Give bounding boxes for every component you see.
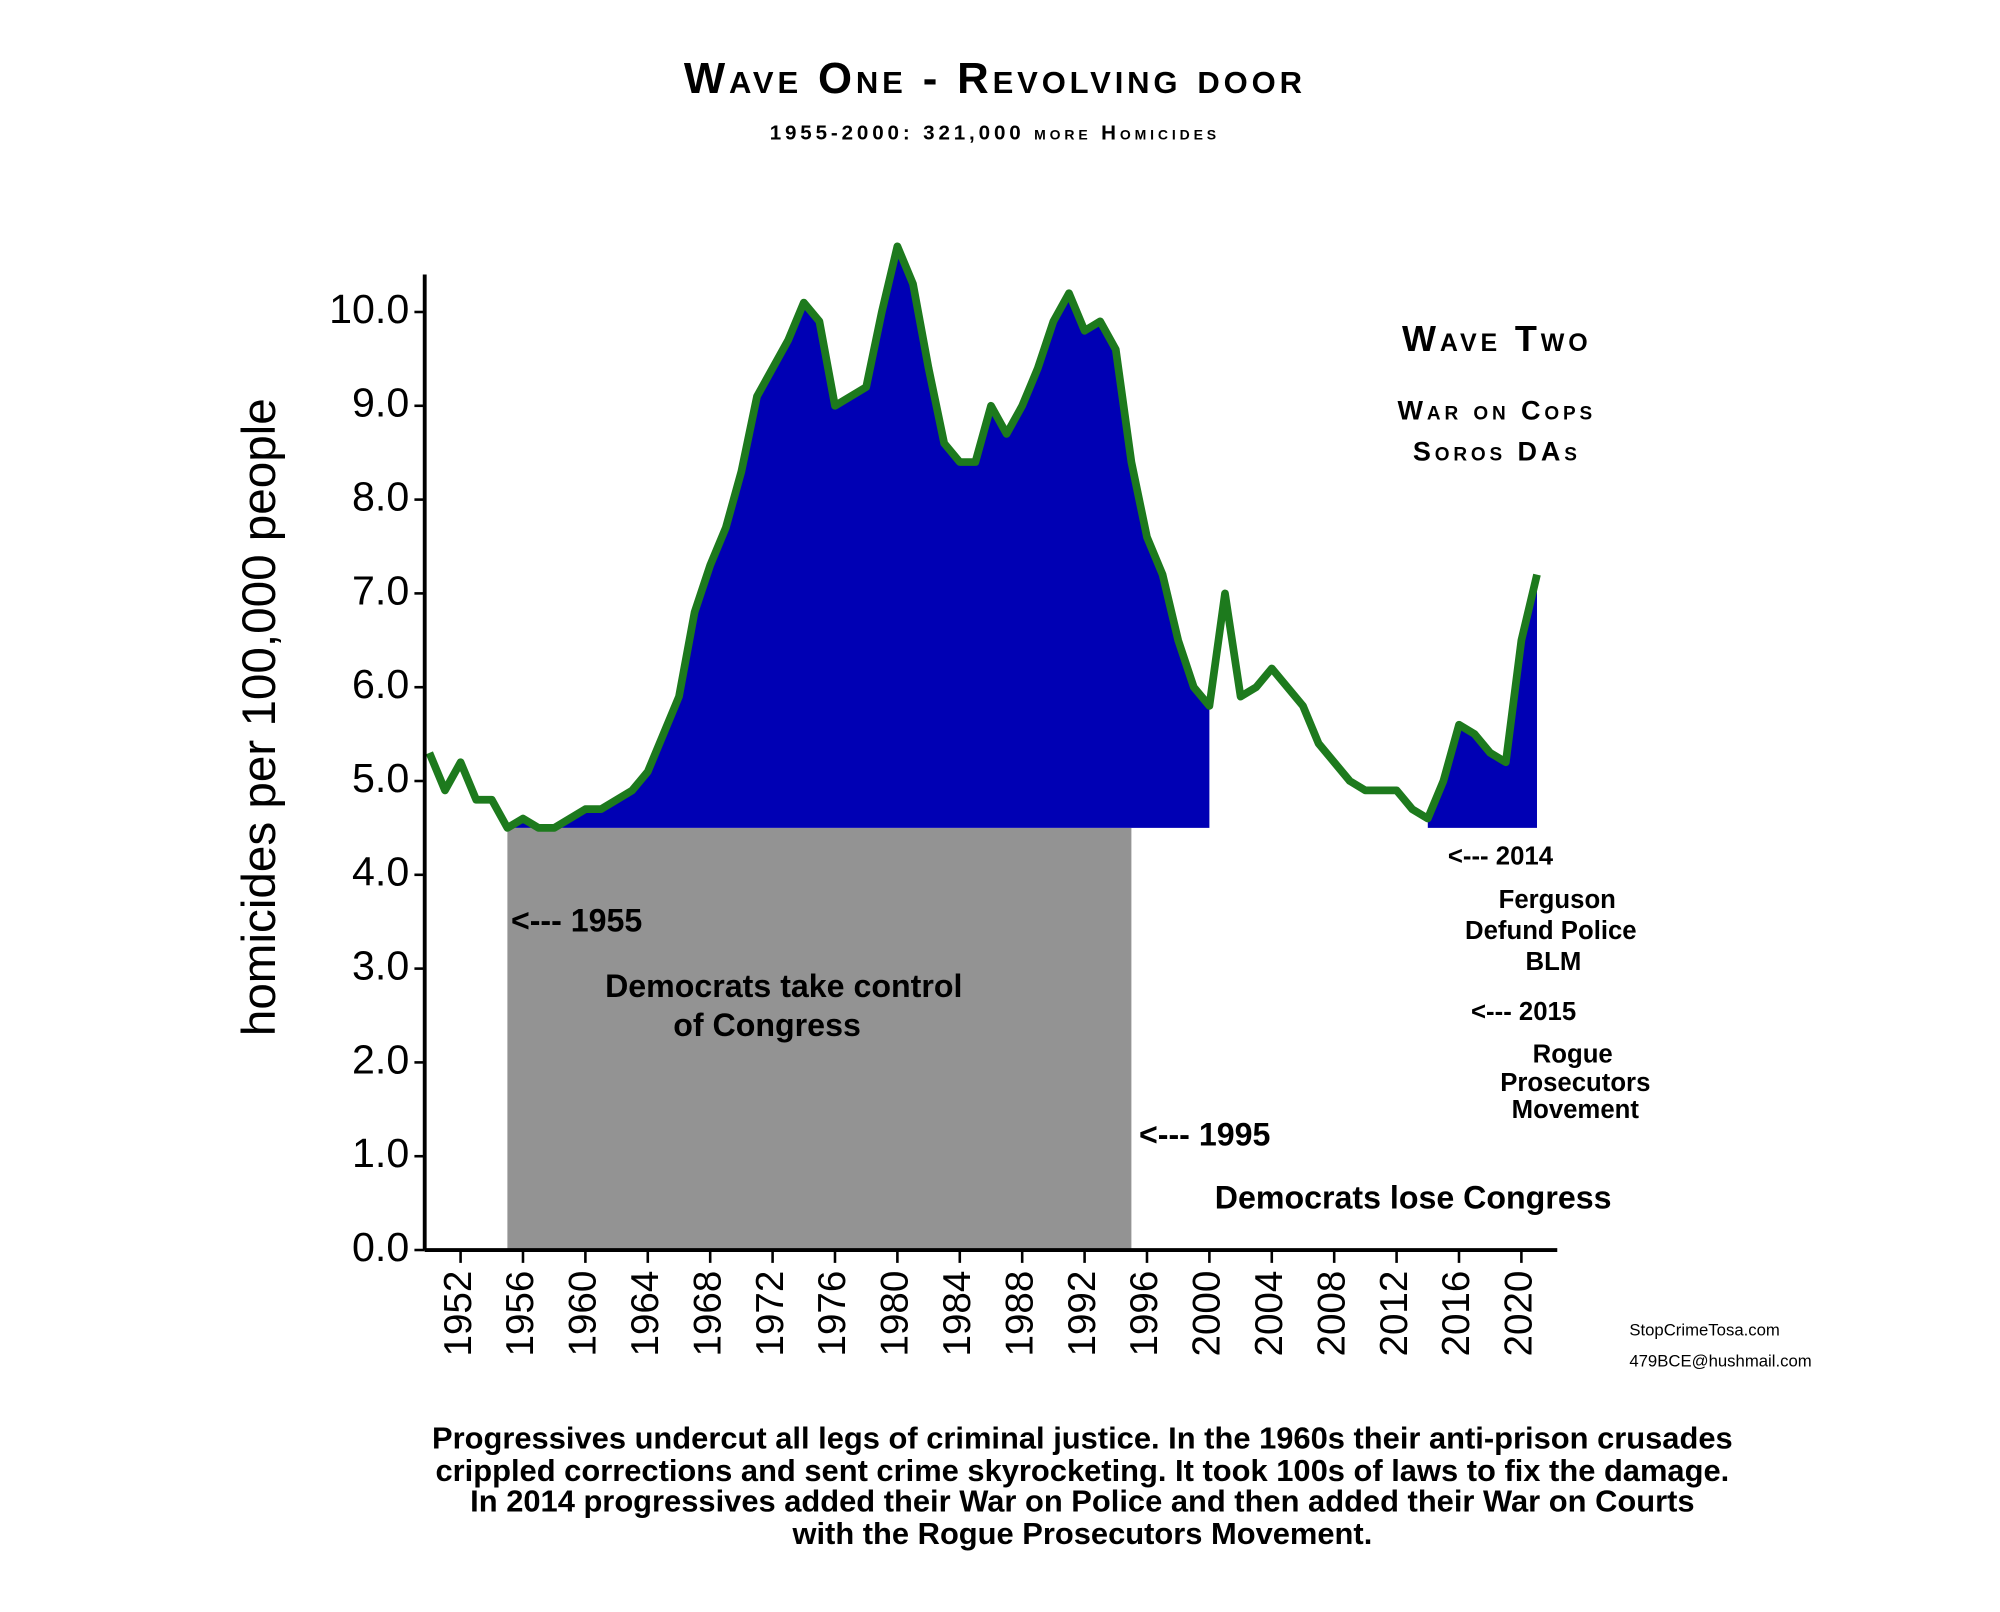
y-tick-label: 10.0 xyxy=(329,286,409,332)
x-tick-label: 1964 xyxy=(624,1271,667,1357)
x-tick-label: 2020 xyxy=(1498,1271,1541,1357)
data-line xyxy=(425,242,1541,832)
x-tick-label: 1952 xyxy=(437,1271,480,1357)
annotation: Soros DAs xyxy=(1413,437,1581,467)
x-tick-label: 1972 xyxy=(749,1271,792,1357)
annotation: War on Cops xyxy=(1398,395,1597,425)
annotation: Prosecutors xyxy=(1500,1069,1650,1097)
chart-subtitle: 1955-2000: 321,000 more Homicides xyxy=(770,122,1220,145)
x-tick-label: 2012 xyxy=(1373,1271,1416,1357)
caption: crippled corrections and sent crime skyr… xyxy=(436,1453,1730,1488)
x-tick-label: 1968 xyxy=(686,1271,729,1357)
annotation: Movement xyxy=(1512,1096,1640,1124)
annotation: Wave Two xyxy=(1402,318,1591,359)
annotation: <--- 2014 xyxy=(1448,842,1554,870)
filled-area xyxy=(1427,574,1537,828)
annotation: of Congress xyxy=(673,1007,861,1043)
x-tick-label: 1960 xyxy=(562,1271,605,1357)
caption: Progressives undercut all legs of crimin… xyxy=(432,1421,1733,1456)
y-axis-label: homicides per 100,000 people xyxy=(233,398,286,1036)
y-tick-label: 9.0 xyxy=(352,380,409,426)
x-tick-label: 1988 xyxy=(998,1271,1041,1357)
x-tick-label: 2016 xyxy=(1435,1271,1478,1357)
credit: StopCrimeTosa.com xyxy=(1629,1321,1780,1340)
caption: with the Rogue Prosecutors Movement. xyxy=(791,1516,1372,1551)
x-tick-label: 1984 xyxy=(936,1271,979,1357)
x-tick-label: 1996 xyxy=(1123,1271,1166,1357)
x-tick-label: 1980 xyxy=(874,1271,917,1357)
x-tick-label: 1976 xyxy=(811,1271,854,1357)
x-tick-label: 1992 xyxy=(1061,1271,1104,1357)
x-tick-label: 2000 xyxy=(1186,1271,1229,1357)
shaded-span xyxy=(507,827,1132,1251)
annotation: Defund Police xyxy=(1465,917,1637,945)
y-tick-label: 3.0 xyxy=(352,942,409,988)
y-tick-label: 8.0 xyxy=(352,473,409,519)
annotation: Ferguson xyxy=(1499,886,1616,914)
annotation: BLM xyxy=(1526,948,1582,976)
annotation: Rogue xyxy=(1533,1040,1613,1068)
y-tick-label: 2.0 xyxy=(352,1036,409,1082)
annotation: <--- 2015 xyxy=(1471,998,1576,1026)
annotation: Democrats take control xyxy=(605,968,962,1004)
y-tick-label: 0.0 xyxy=(352,1224,409,1270)
caption: In 2014 progressives added their War on … xyxy=(470,1484,1694,1519)
chart-title: Wave One - Revolving door xyxy=(684,54,1306,103)
y-tick-label: 5.0 xyxy=(352,755,409,801)
annotation: Democrats lose Congress xyxy=(1215,1179,1612,1215)
plot-area: 0.0 1.0 2.0 3.0 4.0 5.0 6.0 7.0 8.0 9.0 10.0 1952 19… xyxy=(329,242,1558,1357)
x-tick-label: 1956 xyxy=(499,1271,542,1357)
x-tick-label: 2008 xyxy=(1310,1271,1353,1357)
y-tick-label: 6.0 xyxy=(352,661,409,707)
annotation: <--- 1955 xyxy=(511,903,642,939)
y-tick-label: 7.0 xyxy=(352,567,409,613)
annotation: <--- 1995 xyxy=(1139,1116,1270,1152)
credit: 479BCE@hushmail.com xyxy=(1629,1351,1811,1370)
x-tick-label: 2004 xyxy=(1248,1271,1291,1357)
y-tick-label: 1.0 xyxy=(352,1130,409,1176)
y-tick-label: 4.0 xyxy=(352,849,409,895)
